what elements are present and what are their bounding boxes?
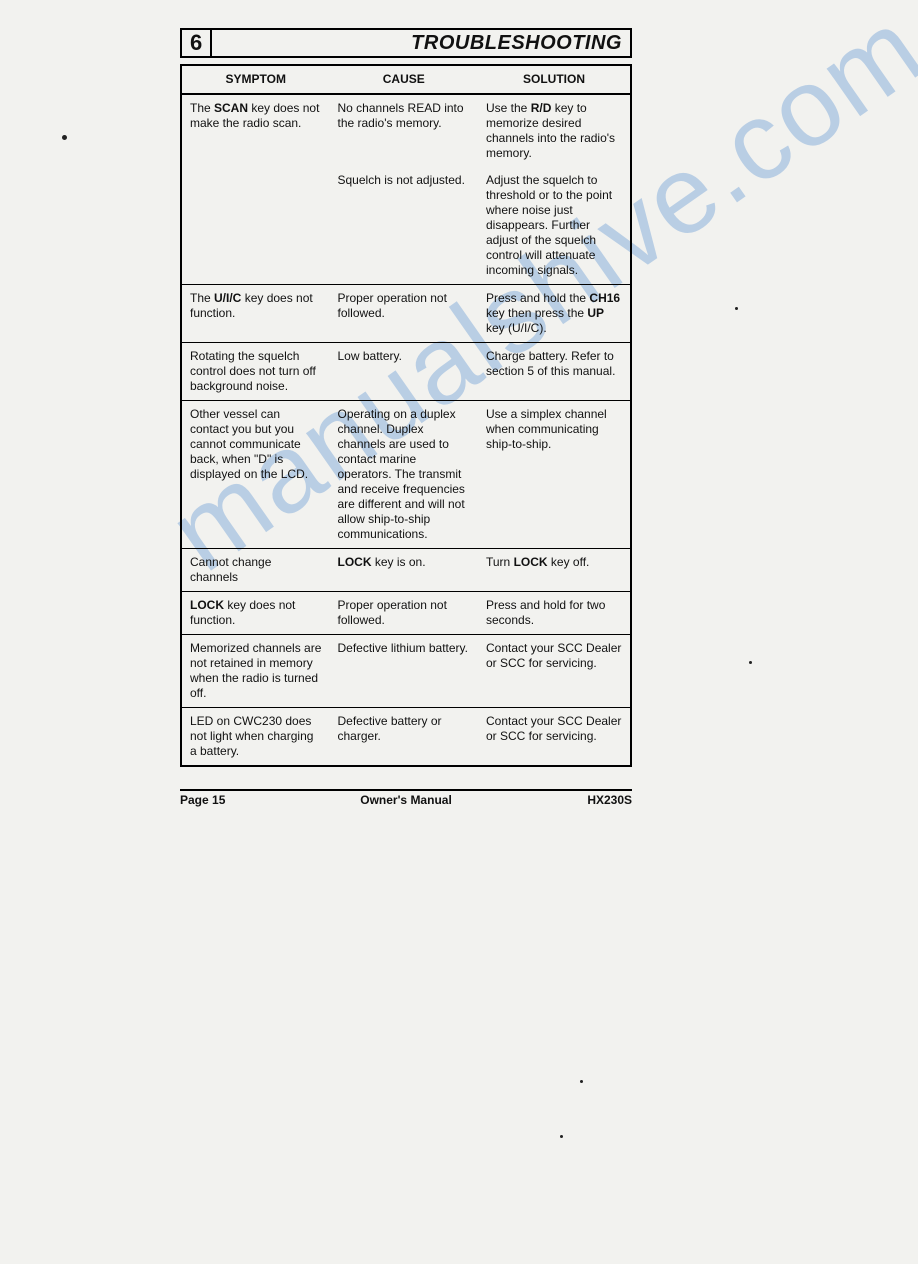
table-row: The SCAN key does not make the radio sca…: [181, 94, 631, 167]
cell-solution: Charge battery. Refer to section 5 of th…: [478, 343, 631, 401]
col-header-solution: SOLUTION: [478, 65, 631, 94]
cell-symptom: [181, 167, 330, 285]
cell-symptom: LOCK key does not function.: [181, 592, 330, 635]
cell-cause: No channels READ into the radio's memory…: [330, 94, 479, 167]
cell-symptom: The SCAN key does not make the radio sca…: [181, 94, 330, 167]
cell-solution: Use the R/D key to memorize desired chan…: [478, 94, 631, 167]
cell-symptom: The U/I/C key does not function.: [181, 285, 330, 343]
cell-symptom: Rotating the squelch control does not tu…: [181, 343, 330, 401]
cell-solution: Press and hold for two seconds.: [478, 592, 631, 635]
cell-cause: Proper operation not followed.: [330, 592, 479, 635]
cell-solution: Contact your SCC Dealer or SCC for servi…: [478, 708, 631, 767]
cell-solution: Press and hold the CH16 key then press t…: [478, 285, 631, 343]
cell-cause: Defective lithium battery.: [330, 635, 479, 708]
cell-cause: LOCK key is on.: [330, 549, 479, 592]
footer-model: HX230S: [481, 793, 632, 807]
scan-speck: [580, 1080, 583, 1083]
table-row: Rotating the squelch control does not tu…: [181, 343, 631, 401]
cell-solution: Use a simplex channel when communicating…: [478, 401, 631, 549]
scan-speck: [62, 135, 67, 140]
cell-symptom: Other vessel can contact you but you can…: [181, 401, 330, 549]
table-row: Other vessel can contact you but you can…: [181, 401, 631, 549]
manual-page: 6 TROUBLESHOOTING SYMPTOM CAUSE SOLUTION…: [180, 28, 632, 807]
cell-solution: Turn LOCK key off.: [478, 549, 631, 592]
troubleshooting-table: SYMPTOM CAUSE SOLUTION The SCAN key does…: [180, 64, 632, 767]
title-row: 6 TROUBLESHOOTING: [180, 28, 632, 58]
col-header-symptom: SYMPTOM: [181, 65, 330, 94]
page-footer: Page 15 Owner's Manual HX230S: [180, 789, 632, 807]
table-row: Memorized channels are not retained in m…: [181, 635, 631, 708]
cell-solution: Contact your SCC Dealer or SCC for servi…: [478, 635, 631, 708]
table-header-row: SYMPTOM CAUSE SOLUTION: [181, 65, 631, 94]
footer-page: Page 15: [180, 793, 331, 807]
cell-symptom: Cannot change channels: [181, 549, 330, 592]
scan-speck: [735, 307, 738, 310]
table-row: The U/I/C key does not function.Proper o…: [181, 285, 631, 343]
cell-symptom: Memorized channels are not retained in m…: [181, 635, 330, 708]
scan-speck: [560, 1135, 563, 1138]
title-rule: [212, 28, 403, 58]
cell-symptom: LED on CWC230 does not light when chargi…: [181, 708, 330, 767]
cell-cause: Low battery.: [330, 343, 479, 401]
cell-cause: Defective battery or charger.: [330, 708, 479, 767]
table-row: Squelch is not adjusted.Adjust the squel…: [181, 167, 631, 285]
cell-cause: Proper operation not followed.: [330, 285, 479, 343]
cell-cause: Operating on a duplex channel. Duplex ch…: [330, 401, 479, 549]
col-header-cause: CAUSE: [330, 65, 479, 94]
section-number: 6: [180, 28, 212, 58]
table-row: LED on CWC230 does not light when chargi…: [181, 708, 631, 767]
cell-cause: Squelch is not adjusted.: [330, 167, 479, 285]
table-row: LOCK key does not function.Proper operat…: [181, 592, 631, 635]
footer-center: Owner's Manual: [331, 793, 482, 807]
table-row: Cannot change channelsLOCK key is on.Tur…: [181, 549, 631, 592]
page-title: TROUBLESHOOTING: [403, 28, 632, 58]
scan-speck: [749, 661, 752, 664]
cell-solution: Adjust the squelch to threshold or to th…: [478, 167, 631, 285]
